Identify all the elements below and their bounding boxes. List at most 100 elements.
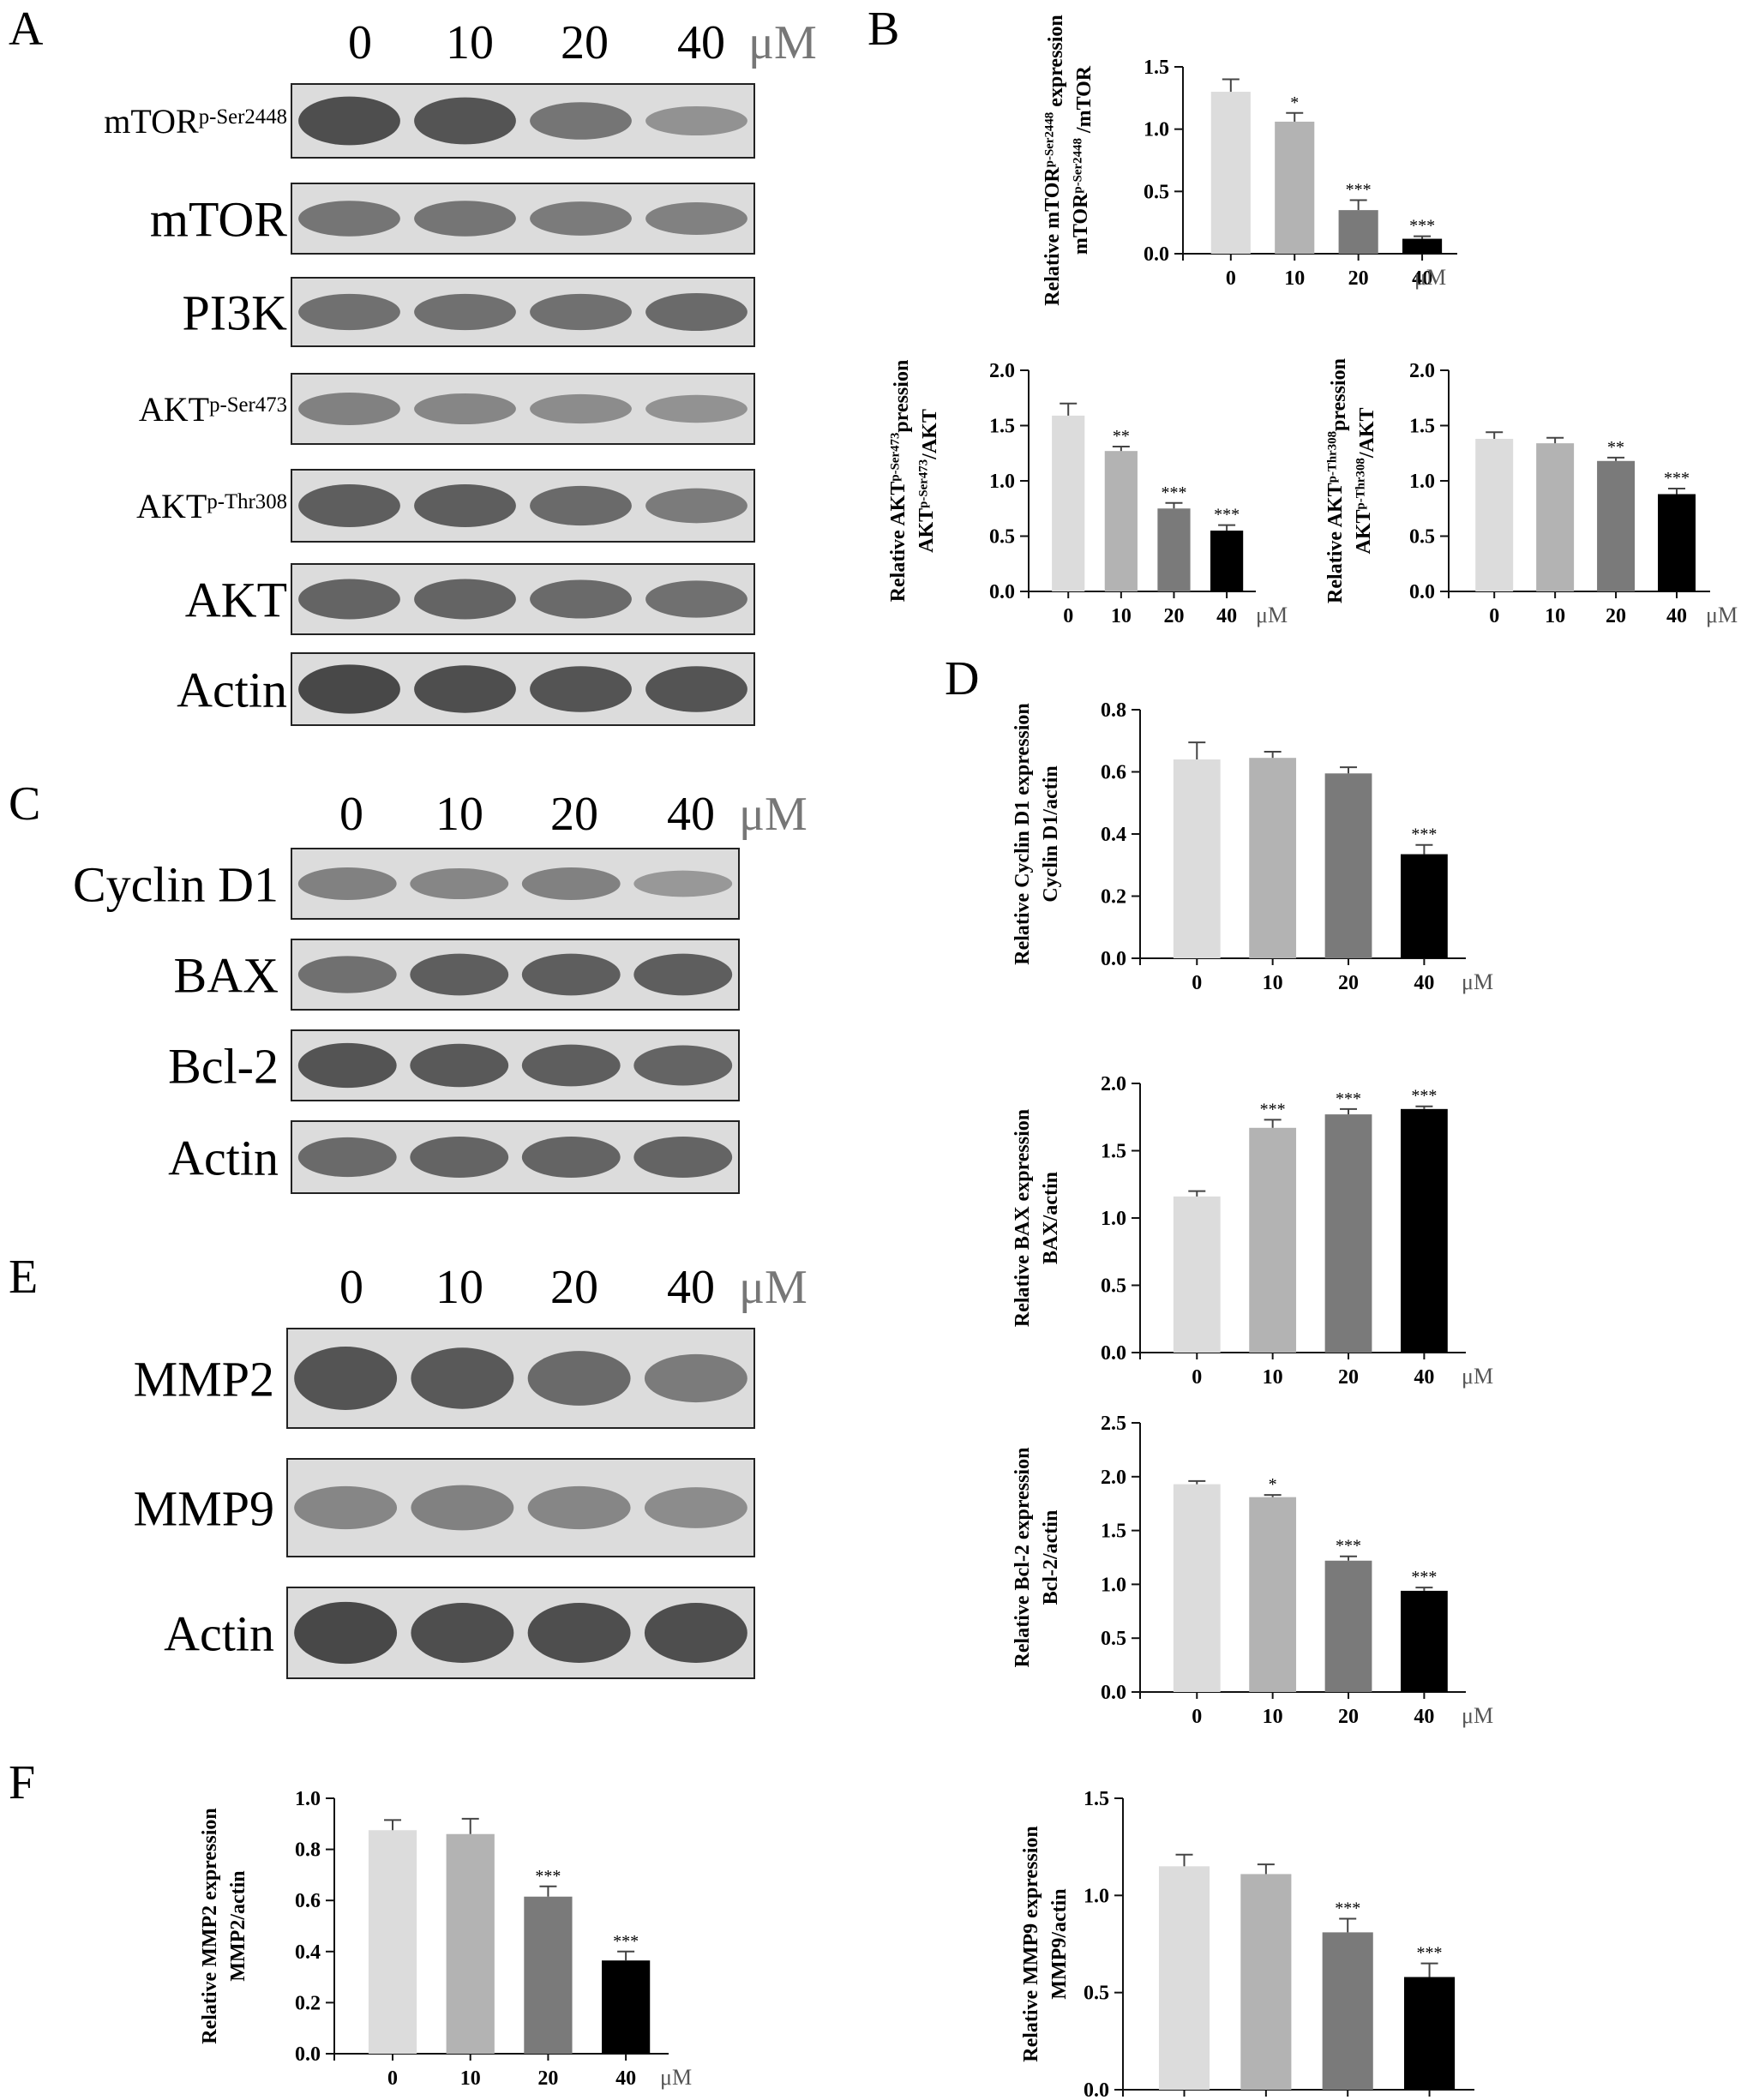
x-unit-label: μM: [1706, 603, 1738, 627]
blot-band: [414, 393, 516, 425]
blot-band: [410, 1043, 509, 1088]
blot-row-label-main: mTOR: [150, 191, 287, 247]
y-tick-label: 0.0: [1144, 243, 1169, 266]
significance-label: ***: [1161, 483, 1186, 502]
blot-lane-label: 40: [677, 16, 725, 69]
bar: [446, 1833, 495, 2054]
blot-row-label: mTOR: [150, 191, 287, 247]
y-axis-label-line1: Relative Cyclin D1 expression: [1012, 703, 1034, 965]
y-axis-label-line1-main: Relative Cyclin D1 expression: [1012, 703, 1034, 965]
blot-row-label: MMP9: [134, 1480, 274, 1536]
panel-letter-e: E: [9, 1251, 38, 1304]
y-tick-label: 1.5: [1101, 1141, 1126, 1163]
y-axis-label-line1-main: Relative MMP2 expression: [199, 1808, 221, 2044]
blot-band: [527, 1351, 631, 1406]
bar: [1597, 460, 1636, 591]
blot-unit-label: μM: [739, 1261, 807, 1314]
y-axis-label-line2: AKTp-Thr308/AKT: [1353, 407, 1378, 554]
y-tick-label: 0.5: [1084, 1983, 1109, 2005]
x-tick-label: 20: [1338, 1366, 1359, 1389]
x-unit-label: μM: [1462, 969, 1493, 994]
blot-band: [298, 393, 400, 425]
x-tick-label: 40: [615, 2067, 636, 2090]
bar: [1210, 92, 1251, 254]
bar: [1052, 415, 1085, 591]
blot-band: [414, 665, 516, 713]
y-axis-label-line2-tail: /AKT: [919, 409, 941, 460]
x-tick-label: 0: [1192, 1366, 1202, 1389]
y-axis-label-line2: mTORp-Ser2448 /mTOR: [1070, 65, 1096, 255]
y-axis-label-line2: MMP2/actin: [227, 1870, 249, 1981]
blot-panel-e: E 0 10 20 40 μM MMP2 MMP9 Actin: [9, 1251, 807, 1679]
x-unit-label: μM: [1462, 1364, 1493, 1389]
y-axis-label-line2-main: Cyclin D1/actin: [1040, 765, 1062, 902]
bar: [1402, 238, 1443, 254]
y-axis-label-line1-sup: p-Ser473: [888, 433, 902, 482]
blot-row-label: AKT: [185, 572, 287, 627]
significance-label: **: [1607, 438, 1624, 457]
y-tick-label: 0.0: [1101, 1342, 1126, 1365]
y-tick-label: 0.0: [1084, 2079, 1109, 2100]
blot-row-label-main: AKT: [136, 487, 207, 525]
blot-panel-c: C 0 10 20 40 μM Cyclin D1 BAX Bcl-2 Actin: [9, 777, 807, 1194]
y-tick-label: 0.4: [1101, 824, 1126, 846]
y-tick-label: 0.5: [1409, 526, 1435, 549]
blot-band: [411, 1347, 514, 1409]
y-axis-label-line2-tail: /AKT: [1356, 407, 1378, 459]
y-tick-label: 0.5: [1101, 1275, 1126, 1298]
blot-row-label-main: AKT: [185, 572, 287, 627]
significance-label: **: [1113, 427, 1130, 446]
blot-row-label-main: Cyclin D1: [73, 856, 279, 912]
y-tick-label: 1.0: [1101, 1208, 1126, 1230]
significance-label: ***: [613, 1932, 639, 1951]
y-axis-label-line1-tail: pression: [1328, 358, 1350, 431]
x-unit-label: μM: [660, 2065, 692, 2090]
panel-letter-b: B: [867, 3, 899, 56]
blot-band: [297, 1042, 397, 1089]
y-axis-label-line2: AKTp-Ser473/AKT: [916, 409, 941, 553]
blot-band: [527, 1603, 631, 1663]
x-tick-label: 0: [1192, 972, 1202, 994]
y-axis-label-line1-main: Relative mTOR: [1042, 167, 1064, 306]
blot-row-label-main: Actin: [168, 1130, 279, 1185]
y-tick-label: 0.5: [1101, 1628, 1126, 1650]
panel-letter-f: F: [9, 1756, 35, 1809]
significance-label: ***: [1409, 217, 1435, 236]
blot-band: [530, 579, 632, 619]
y-tick-label: 1.5: [989, 416, 1015, 438]
significance-label: *: [1290, 93, 1299, 112]
y-axis-label-line1: Relative Bcl-2 expression: [1012, 1448, 1034, 1668]
significance-label: ***: [1260, 1100, 1286, 1119]
blot-band: [411, 1603, 514, 1663]
bar: [1158, 1866, 1210, 2090]
blot-lane-label: 20: [550, 788, 598, 841]
blot-row-label: BAX: [174, 947, 279, 1003]
blot-band: [297, 956, 397, 993]
bar: [1401, 1108, 1448, 1353]
bar: [1240, 1874, 1292, 2090]
x-tick-label: 40: [1414, 1366, 1434, 1389]
y-axis-label-line2: Cyclin D1/actin: [1040, 765, 1062, 902]
y-axis-label-line1: Relative MMP9 expression: [1020, 1826, 1042, 2062]
panel-letter-c: C: [9, 777, 40, 831]
y-axis-label-line2: BAX/actin: [1040, 1172, 1062, 1264]
y-tick-label: 2.5: [1101, 1413, 1126, 1435]
blot-row-label: AKTp-Ser473: [139, 390, 287, 429]
blot-row-label: Actin: [168, 1130, 279, 1185]
y-tick-label: 1.5: [1084, 1788, 1109, 1810]
significance-label: ***: [535, 1867, 561, 1886]
blot-band: [644, 1487, 747, 1528]
blot-band: [294, 1346, 398, 1411]
y-axis-label-line2-sup: p-Ser2448: [1071, 138, 1084, 193]
y-axis-label-line2: MMP9/actin: [1048, 1888, 1071, 1999]
x-tick-label: 40: [1414, 1706, 1434, 1728]
y-tick-label: 1.5: [1144, 57, 1169, 79]
bar: [1249, 758, 1297, 958]
x-tick-label: 20: [1606, 605, 1626, 627]
y-tick-label: 1.0: [295, 1788, 321, 1810]
y-tick-label: 0.5: [989, 526, 1015, 549]
blot-band: [414, 201, 516, 237]
y-axis-label-line1-sup: p-Ser2448: [1042, 112, 1056, 167]
